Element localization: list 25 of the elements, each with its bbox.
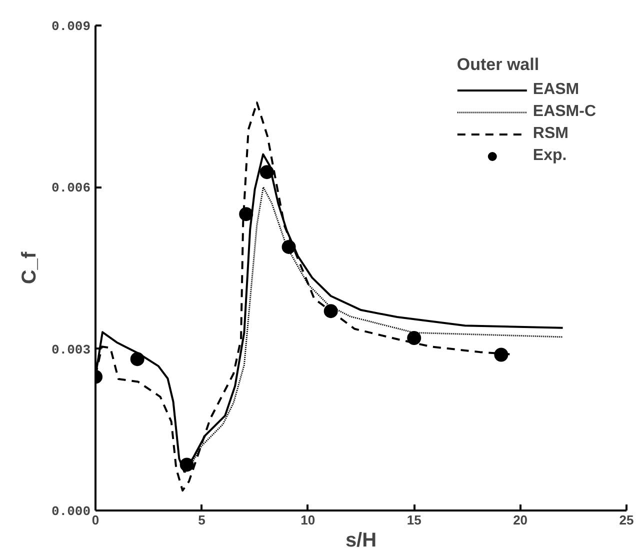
point (324, 304, 338, 318)
point (180, 458, 194, 472)
x-axis-title: s/H (345, 530, 377, 552)
legend-label: EASM (532, 81, 580, 99)
point (282, 240, 296, 254)
x-tick-label: 10 (300, 512, 316, 528)
x-tick-label: 20 (513, 512, 528, 528)
x-tick-label: 5 (198, 512, 206, 528)
point (494, 348, 508, 362)
x-tick-label: 25 (619, 512, 634, 528)
x-tick-label: 0 (92, 512, 100, 528)
y-axis-title: C_f (18, 252, 40, 284)
point (407, 331, 422, 346)
y-tick-label: 0.000 (51, 504, 91, 519)
x-tick-label: 15 (406, 512, 422, 528)
y-tick-label: 0.003 (51, 342, 91, 358)
point (239, 207, 254, 222)
legend-label: RSM (532, 125, 568, 143)
legend-title: Outer wall (456, 55, 540, 75)
legend-label: Exp. (532, 147, 567, 165)
y-tick-label: 0.006 (51, 180, 91, 196)
point (130, 352, 144, 366)
y-tick-label: 0.009 (51, 19, 91, 34)
legend-label: EASM-C (532, 103, 596, 121)
point (260, 165, 274, 180)
